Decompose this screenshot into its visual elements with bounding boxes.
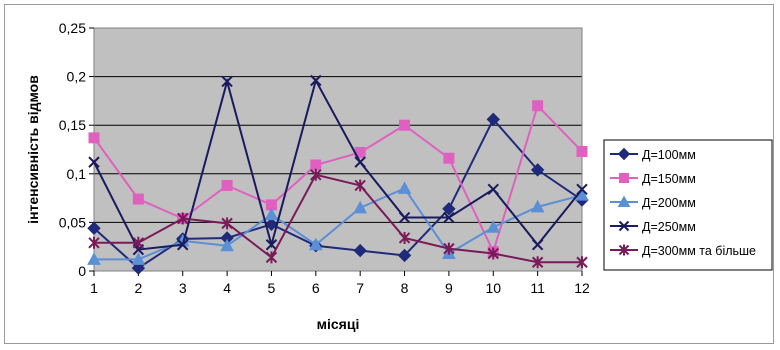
data-point (132, 193, 144, 205)
x-tick-label: 12 (574, 280, 590, 296)
legend-item: Д=100мм (610, 147, 696, 162)
data-point (576, 256, 588, 269)
data-point (487, 247, 499, 260)
x-axis-title: місяці (317, 316, 360, 332)
data-point (131, 261, 146, 275)
data-point (265, 251, 278, 264)
data-point (132, 236, 145, 249)
legend-box (603, 139, 773, 271)
data-point (486, 220, 501, 233)
data-point (442, 202, 456, 216)
data-point (354, 156, 366, 168)
data-point (397, 248, 412, 263)
y-tick-label: 0,15 (59, 117, 86, 133)
data-point (177, 239, 189, 251)
y-tick-label: 0,25 (59, 20, 86, 36)
legend-marker (619, 173, 629, 183)
x-tick-label: 2 (134, 280, 142, 296)
data-point (531, 256, 544, 269)
x-tick-label: 3 (179, 280, 187, 296)
data-point (310, 74, 322, 87)
data-point (353, 243, 367, 258)
legend-item: Д=250мм (610, 220, 696, 234)
data-point (354, 179, 366, 192)
legend-item: Д=150мм (610, 172, 696, 186)
x-tick-label: 1 (90, 280, 98, 296)
y-tick-labels: 0 0,05 0,1 0,15 0,2 0,25 (59, 20, 94, 279)
data-point (486, 112, 500, 127)
data-point (221, 217, 233, 230)
data-point (530, 199, 545, 213)
data-point (398, 231, 411, 244)
data-point (487, 183, 499, 196)
y-axis-title: інтенсивність відмов (25, 75, 41, 224)
data-point (88, 236, 100, 249)
data-point (88, 132, 100, 144)
x-tick-label: 6 (312, 280, 320, 296)
data-point (177, 212, 189, 225)
series-group (87, 74, 589, 275)
data-point (265, 239, 278, 251)
data-point (531, 239, 544, 251)
legend-label: Д=250мм (642, 220, 696, 234)
data-point (221, 75, 233, 88)
x-tick-label: 11 (530, 280, 545, 296)
x-tick-label: 5 (268, 280, 276, 296)
series-line (94, 173, 582, 264)
data-point (221, 179, 233, 191)
data-point (443, 152, 455, 164)
data-point (87, 252, 101, 265)
x-tick-label: 4 (223, 280, 231, 296)
data-point (443, 242, 455, 255)
series-line (93, 77, 583, 251)
legend-item: Д=200мм (610, 195, 696, 210)
series-4 (88, 74, 588, 256)
data-point (397, 181, 412, 194)
legend-label: Д=300мм та більше (642, 244, 756, 258)
legend-marker (618, 220, 630, 232)
legend: Д=100мм Д=150мм Д=200мм Д=250мм Д=300мм та б… (603, 139, 773, 271)
data-point (353, 200, 368, 214)
data-point (264, 207, 279, 221)
y-tick-label: 0 (78, 263, 86, 279)
data-point (310, 159, 322, 171)
data-point (576, 183, 588, 196)
y-tick-label: 0,2 (67, 69, 87, 85)
data-point (131, 252, 146, 265)
data-point (220, 238, 234, 252)
data-point (310, 168, 322, 181)
legend-marker (617, 195, 631, 207)
legend-item: Д=300мм та більше (610, 244, 756, 258)
x-tick-labels: 1 2 3 4 5 6 7 8 9 10 11 12 (90, 271, 590, 296)
series-5 (88, 168, 588, 269)
series-2 (88, 100, 588, 258)
data-point (399, 119, 411, 131)
y-tick-label: 0,1 (67, 166, 87, 182)
data-point (532, 100, 544, 112)
legend-label: Д=150мм (642, 172, 696, 186)
legend-label: Д=100мм (642, 148, 696, 162)
data-point (443, 211, 455, 224)
legend-label: Д=200мм (642, 196, 696, 210)
x-tick-label: 9 (445, 280, 453, 296)
x-tick-label: 7 (356, 280, 364, 296)
data-point (308, 237, 323, 251)
data-point (264, 217, 279, 232)
data-point (530, 163, 545, 177)
plot-area (94, 28, 582, 271)
series-line (93, 103, 583, 255)
x-tick-label: 8 (401, 280, 409, 296)
data-point (88, 156, 100, 168)
y-tick-label: 0,05 (59, 214, 86, 230)
legend-marker (618, 244, 630, 256)
legend-marker (617, 147, 631, 161)
data-point (576, 145, 588, 157)
series-line (94, 187, 583, 261)
x-tick-label: 10 (485, 280, 501, 296)
data-point (87, 221, 101, 235)
data-point (398, 211, 411, 224)
